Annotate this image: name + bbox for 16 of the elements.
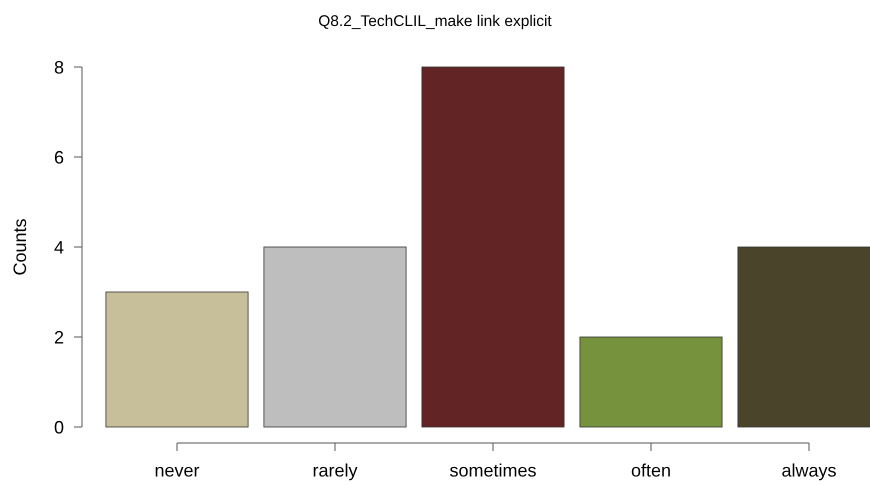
x-tick-label: always — [781, 460, 837, 480]
y-tick-label: 6 — [54, 147, 64, 168]
y-tick-label: 8 — [54, 57, 64, 78]
y-tick-label: 0 — [54, 417, 64, 438]
bar — [264, 246, 406, 428]
x-tick-label: rarely — [312, 460, 358, 480]
x-tick-label: sometimes — [449, 460, 537, 480]
x-tick-label: often — [630, 460, 672, 480]
bar — [580, 336, 722, 428]
y-tick-label: 4 — [54, 237, 64, 258]
y-tick-label: 2 — [54, 327, 64, 348]
bar — [422, 66, 564, 428]
chart-title: Q8.2_TechCLIL_make link explicit — [318, 13, 552, 30]
y-axis-title: Counts — [10, 218, 30, 276]
x-tick-label: never — [154, 460, 200, 480]
bar — [106, 292, 248, 428]
